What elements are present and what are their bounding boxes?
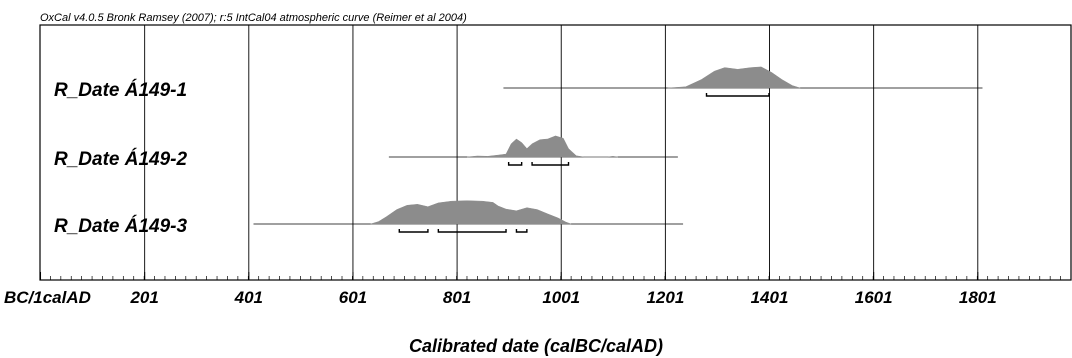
series-label: R_Date Á149-2 [54,148,187,170]
probability-distribution [466,135,619,158]
hpd-range-bracket [507,162,523,166]
grid-lines [144,25,979,280]
x-tick-label: 1801 [959,288,997,307]
hpd-range-bracket [437,229,507,233]
x-tick-label: 601 [339,288,367,307]
plot-frame [39,24,1072,281]
series-3: R_Date Á149-3 [54,200,684,237]
x-tick-label: 1201 [646,288,684,307]
x-axis-label: Calibrated date (calBC/calAD) [409,336,663,356]
x-tick-label: BC/1calAD [4,288,91,307]
probability-distribution [370,200,572,225]
hpd-range-bracket [515,229,528,233]
series-2: R_Date Á149-2 [54,135,678,170]
x-axis: BC/1calAD 201 401 601 801 1001 1201 1401 1601 180… [4,272,1072,307]
hpd-range-bracket [398,229,429,233]
series-1: R_Date Á149-1 [54,66,983,101]
series-label: R_Date Á149-1 [54,79,187,101]
x-tick-label: 801 [443,288,471,307]
chart-title: OxCal v4.0.5 Bronk Ramsey (2007); r:5 In… [40,12,467,24]
x-tick-label: 1001 [542,288,580,307]
series-label: R_Date Á149-3 [54,215,187,237]
x-tick-label: 1601 [855,288,893,307]
series-layer: R_Date Á149-1 R_Date Á149-2 R_Date Á149-3 [54,66,983,237]
probability-distribution [667,66,801,89]
hpd-range-bracket [531,162,570,166]
x-tick-label: 1401 [751,288,789,307]
x-tick-label: 201 [129,288,158,307]
hpd-range-bracket [705,93,770,97]
x-tick-label: 401 [234,288,263,307]
